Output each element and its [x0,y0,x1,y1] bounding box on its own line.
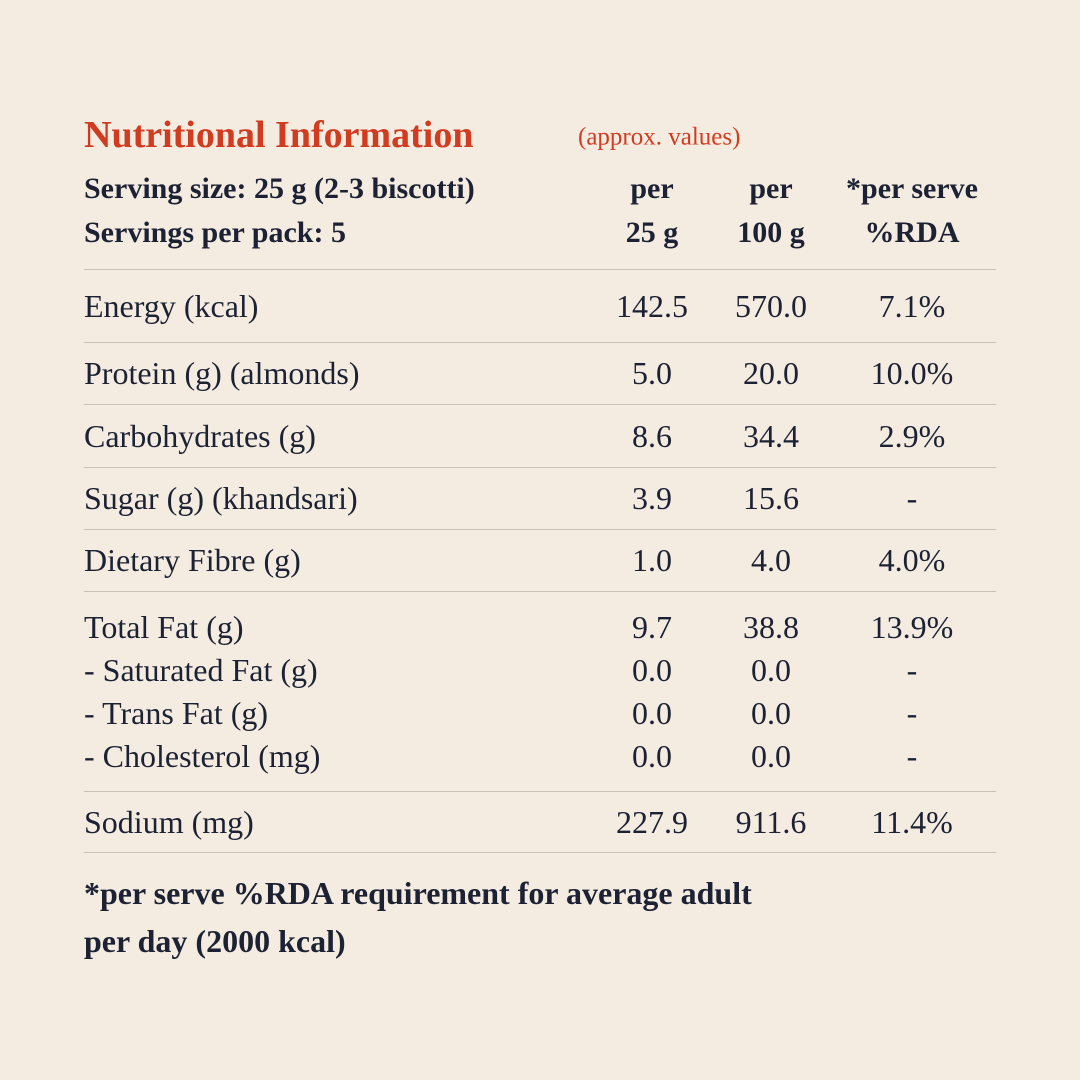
row-divider [84,467,996,468]
nutrient-value: 2.9% [878,417,946,454]
nutrient-value: 34.4 [743,417,799,454]
nutrient-value: 11.4% [871,803,953,840]
nutrient-value: 142.5 [616,287,688,324]
column-header: 100 g [737,216,805,249]
column-header: per [749,172,793,205]
nutrient-value: 0.0 [632,694,672,731]
nutrient-value: 3.9 [632,480,672,516]
nutrient-label: Total Fat (g) [84,608,244,645]
nutrient-value: 20.0 [743,355,799,391]
nutrient-value: 0.0 [632,651,672,688]
row-divider [84,591,996,592]
nutrient-value: - [906,737,918,774]
nutrient-value: 8.6 [632,417,672,454]
nutrient-label: Sugar (g) (khandsari) [84,480,358,516]
nutrient-value: 4.0% [878,542,946,578]
nutrient-value: - [906,480,918,516]
column-header: per [630,172,674,205]
nutrient-value: 38.8 [743,608,799,645]
column-header: %RDA [864,216,960,249]
row-divider [84,852,996,853]
nutrient-value: 0.0 [751,694,791,731]
footnote: per day (2000 kcal) [84,923,346,959]
row-divider [84,342,996,343]
nutrient-value: 5.0 [632,355,672,391]
nutrient-value: 0.0 [751,651,791,688]
nutrient-value: 0.0 [751,737,791,774]
nutrient-value: - [906,694,918,731]
row-divider [84,269,996,270]
nutrient-value: 1.0 [632,542,672,578]
row-divider [84,529,996,530]
nutrient-value: 4.0 [751,542,791,578]
nutrient-label: Sodium (mg) [84,803,254,840]
serving-size: Serving size: 25 g (2-3 biscotti) [84,172,475,205]
nutrient-label: Energy (kcal) [84,287,259,324]
title: Nutritional Information [84,114,474,156]
column-header: 25 g [625,216,679,249]
nutrient-value: 7.1% [878,287,946,324]
nutrient-value: 570.0 [735,287,807,324]
row-divider [84,404,996,405]
nutrient-value: 227.9 [616,803,688,840]
nutrient-value: 9.7 [632,608,672,645]
footnote: *per serve %RDA requirement for average … [84,875,752,911]
nutrient-value: 13.9% [870,608,954,645]
row-divider [84,791,996,792]
nutrient-label: Protein (g) (almonds) [84,355,360,391]
column-header: *per serve [846,172,978,205]
nutrient-value: 15.6 [743,480,799,516]
servings-per-pack: Servings per pack: 5 [84,216,346,249]
nutrient-label: Carbohydrates (g) [84,417,316,454]
nutrient-label: - Cholesterol (mg) [84,737,321,774]
nutrient-label: - Saturated Fat (g) [84,651,318,688]
nutrient-label: - Trans Fat (g) [84,694,269,731]
nutrient-value: 10.0% [870,355,954,391]
nutrient-value: 0.0 [632,737,672,774]
nutrient-value: 911.6 [735,803,807,840]
subtitle: (approx. values) [578,123,741,151]
nutrient-label: Dietary Fibre (g) [84,542,301,578]
nutrient-value: - [906,651,918,688]
